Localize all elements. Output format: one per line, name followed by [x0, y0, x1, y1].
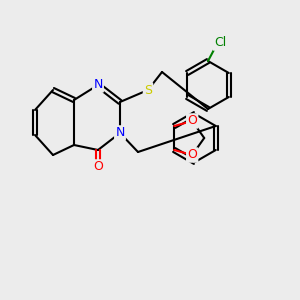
Text: O: O — [93, 160, 103, 173]
Text: N: N — [93, 79, 103, 92]
Text: S: S — [144, 83, 152, 97]
Text: O: O — [187, 115, 197, 128]
Text: O: O — [187, 148, 197, 161]
Text: N: N — [115, 127, 125, 140]
Text: Cl: Cl — [214, 37, 226, 50]
